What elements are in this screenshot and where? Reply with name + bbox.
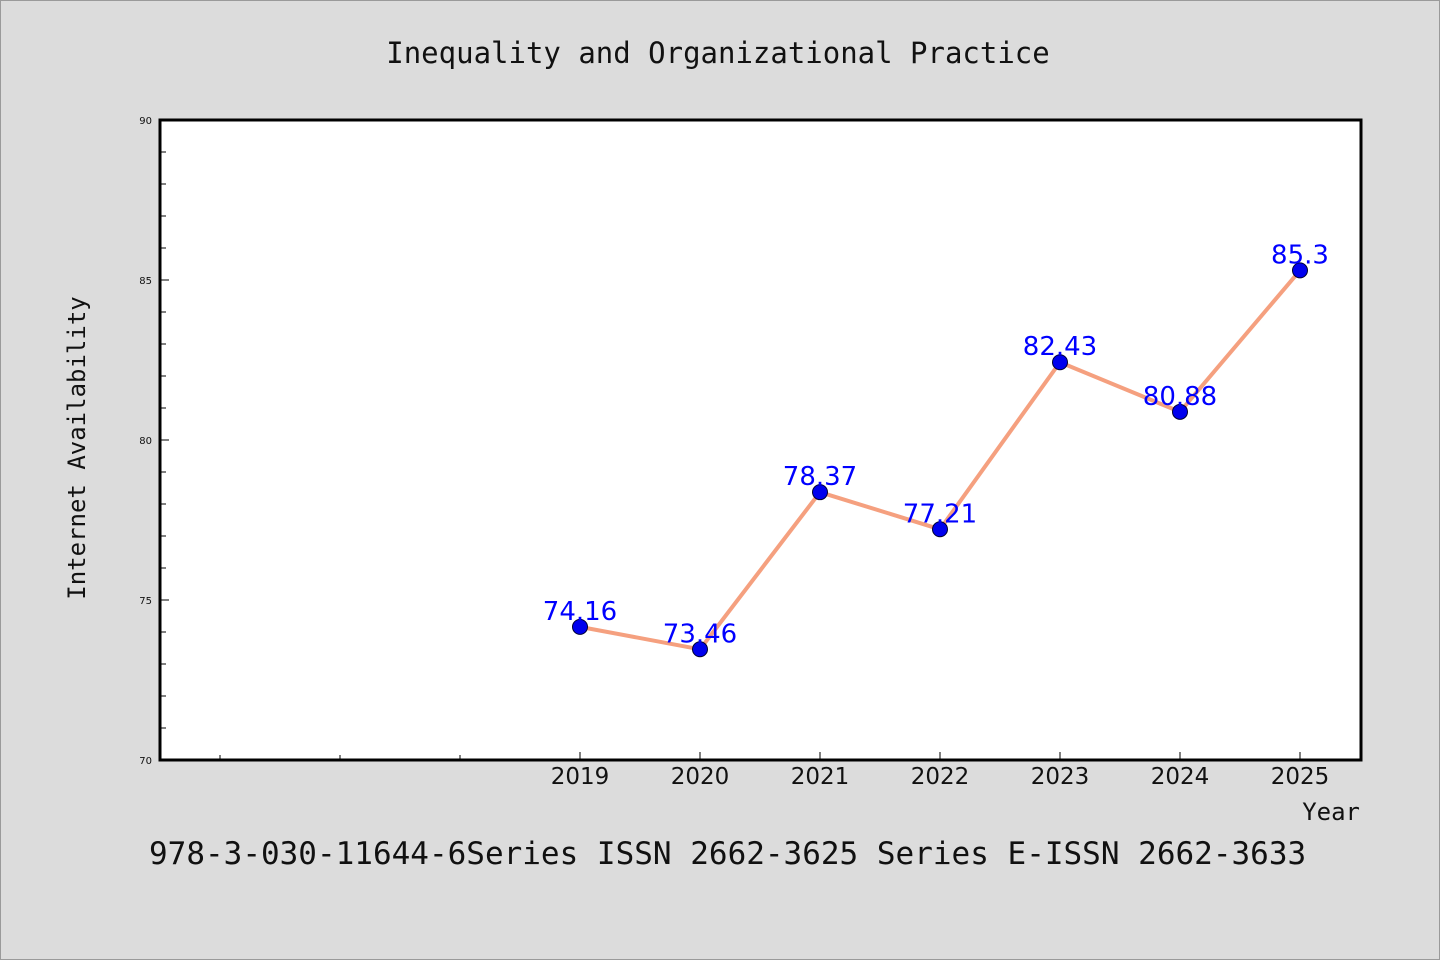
data-label: 85.3 [1271,240,1329,270]
data-label: 78.37 [783,462,857,492]
data-point [572,618,588,635]
data-label: 73.46 [663,619,737,649]
x-axis-title: Year [1302,798,1360,826]
data-point [932,521,948,538]
y-axis-title: Internet Availability [63,296,91,599]
data-label: 74.16 [543,597,617,627]
data-label: 80.88 [1143,382,1217,412]
y-tick-label: 70 [139,756,152,767]
isbn-footer: 978-3-030-11644-6Series ISSN 2662-3625 S… [149,836,1306,872]
data-labels: 74.16 73.46 78.37 77.21 82.43 80.88 85.3 [543,240,1329,649]
axis-ticks [160,119,1301,761]
x-tick-label: 2024 [1151,764,1210,790]
y-tick-label: 85 [139,276,152,287]
data-label: 77.21 [903,499,977,529]
data-point [812,484,828,501]
x-tick-label: 2021 [791,764,850,790]
y-tick-label: 90 [139,116,152,127]
data-point [1172,403,1188,420]
x-tick-label: 2023 [1031,764,1090,790]
x-tick-label: 2022 [911,764,970,790]
data-point [692,641,708,658]
x-tick-label: 2020 [671,764,730,790]
y-tick-label: 80 [139,436,152,447]
x-tick-label: 2025 [1271,764,1330,790]
data-point [1292,262,1308,279]
data-points [572,262,1308,658]
y-tick-labels: 70 75 80 85 90 [139,116,152,767]
chart-title: Inequality and Organizational Practice [386,36,1049,70]
plot-area [158,118,1363,762]
data-point [1052,354,1068,371]
x-tick-labels: 2019 2020 2021 2022 2023 2024 2025 [551,764,1330,790]
data-label: 82.43 [1023,332,1097,362]
x-tick-label: 2019 [551,764,610,790]
y-tick-label: 75 [139,596,152,607]
